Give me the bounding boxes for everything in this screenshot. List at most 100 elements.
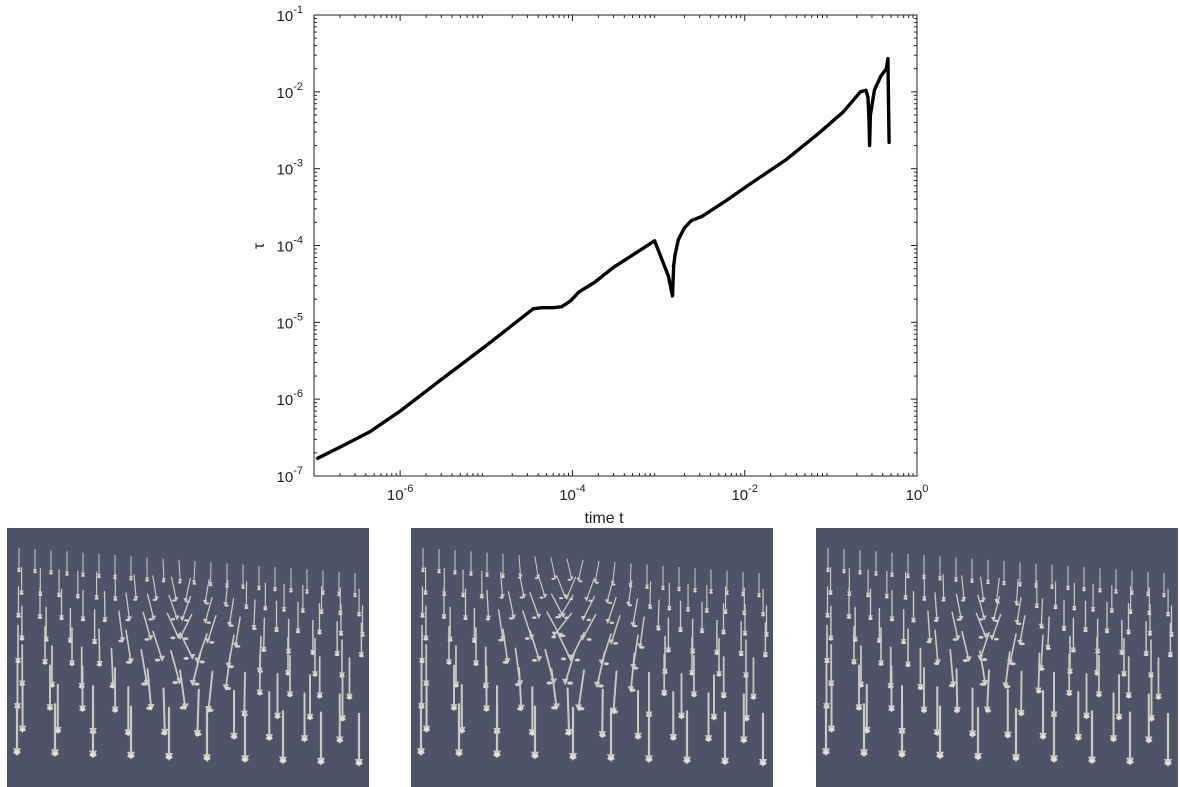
spin-arrow [319,586,324,615]
spin-arrow [868,588,873,621]
spin-arrow [825,586,830,618]
spin-arrow [874,551,878,576]
spin-vector-field-1 [13,547,365,767]
spin-arrow [721,711,729,766]
spin-snapshot-panel-3 [816,528,1178,787]
spin-arrow [118,610,126,643]
spin-arrow [306,674,314,721]
spin-arrow [168,594,180,621]
spin-arrow [678,600,683,633]
spin-arrow [96,628,103,667]
spin-arrow [678,672,685,720]
spin-arrow [922,572,927,601]
x-tick-label: 10-2 [731,483,757,504]
spin-arrow [80,589,86,622]
spin-arrow [743,639,749,679]
spin-arrow [91,609,98,645]
spin-arrow [59,588,64,621]
spin-arrow [637,616,645,650]
y-tick-label: 10-7 [277,465,303,486]
spin-arrow [274,672,281,720]
spin-arrow [1128,586,1133,615]
spin-arrow [890,552,894,577]
spin-arrow [109,647,117,690]
spin-arrow [955,593,964,621]
x-tick-label: 10-4 [559,483,585,504]
y-tick-label: 10-2 [277,81,303,102]
spin-arrow [846,587,852,620]
spin-arrow [125,629,134,665]
spin-arrow [1155,657,1162,701]
spin-arrow [202,578,210,605]
spin-arrow [750,657,757,701]
spin-arrow [974,706,982,761]
spin-arrow [194,633,208,664]
spin-arrow [579,613,597,641]
spin-arrow [423,566,428,595]
spin-arrow [685,583,691,612]
spin-arrow [720,656,727,700]
spin-arrow [1104,601,1110,634]
spin-arrow [1083,600,1088,633]
spin-arrow [222,652,232,691]
spin-arrow [46,664,54,712]
spin-arrow [1098,568,1102,593]
spin-arrow [1053,581,1058,610]
spin-arrow [645,564,649,589]
spin-arrow [1083,672,1090,720]
spin-arrow [518,572,527,599]
spin-arrow [179,595,192,622]
spin-arrow [479,570,485,599]
spin-arrow [598,633,612,666]
spin-arrow [544,648,557,686]
spin-arrow [1145,693,1153,744]
spin-arrow [608,615,621,645]
spin-arrow [279,710,287,765]
spin-arrow [1114,569,1118,594]
x-tick-label: 10-6 [387,483,413,504]
spin-arrow [89,704,97,759]
spin-arrow [898,704,906,759]
spin-arrow [334,621,340,657]
spin-arrow [828,566,833,595]
spin-arrow [417,701,425,757]
spin-arrow [300,692,309,743]
spin-arrow [1038,598,1045,629]
spin-arrow [501,553,505,579]
spin-arrow [453,550,457,575]
spin-arrow [598,688,607,739]
spin-arrow [265,691,274,742]
spin-arrow [146,668,155,711]
spin-arrow [690,654,698,698]
spin-arrow [954,557,958,582]
spin-arrow [281,583,287,612]
spin-arrow [593,651,606,689]
spin-arrow [605,597,617,625]
spin-arrow [423,605,429,641]
y-tick-label: 10-1 [277,4,303,25]
spin-arrow [263,582,268,611]
spin-arrow [827,682,836,734]
spin-arrow [16,586,21,618]
spin-arrow [179,669,189,711]
spin-arrow [251,599,257,631]
spin-arrow [273,566,277,592]
spin-arrow [1061,599,1067,632]
spin-arrow [241,709,249,764]
spin-arrow [1002,560,1006,586]
spin-arrow [522,610,535,641]
spin-arrow [557,594,574,619]
spin-arrow [534,556,541,580]
spin-arrow [295,601,301,634]
spin-arrow [576,559,584,583]
spin-arrow [460,569,466,598]
spin-arrow [421,547,425,573]
spin-arrow [762,622,769,658]
spin-arrow [851,626,857,666]
spin-arrow [140,648,151,687]
spin-arrow [507,591,517,620]
spin-arrow [65,551,69,576]
spin-arrow [1164,712,1172,767]
spin-vector-field-3 [822,547,1174,767]
spin-arrow [564,687,573,737]
